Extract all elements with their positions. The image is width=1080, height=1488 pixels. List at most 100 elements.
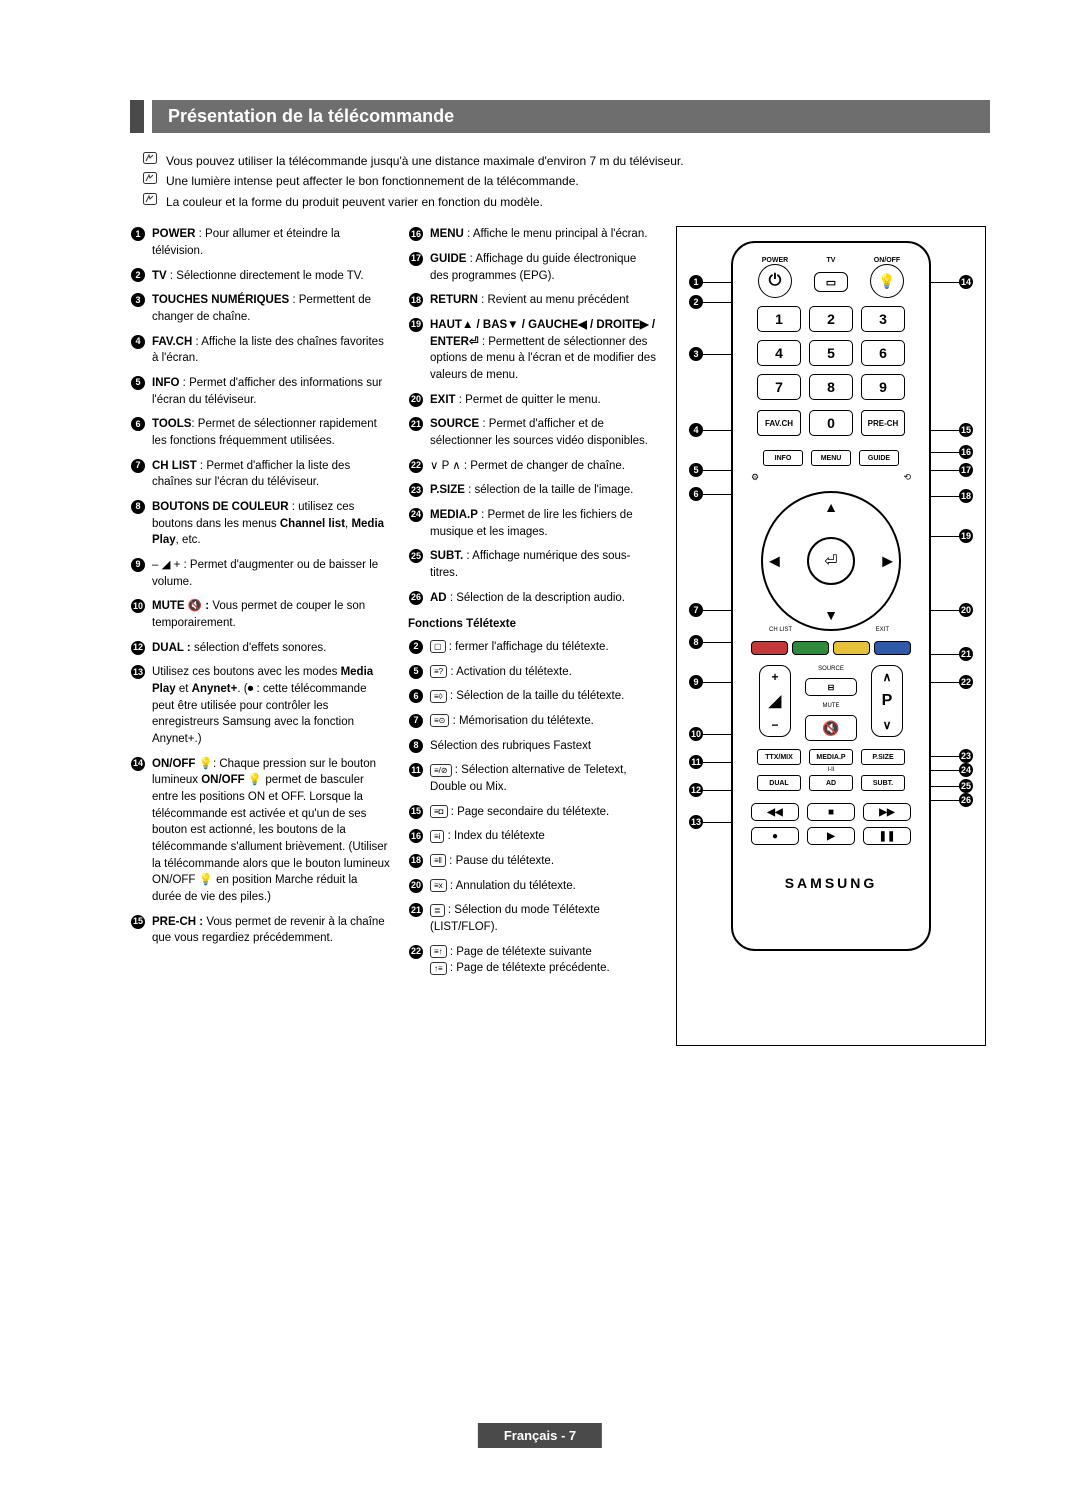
ttx-button[interactable]: TTX/MIX (757, 749, 801, 765)
teletext-symbol: ▢ (430, 640, 446, 653)
mute-button[interactable]: 🔇 (805, 715, 857, 741)
callout-number: 22 (409, 459, 423, 473)
program-rocker[interactable]: ∧ P ∨ (871, 665, 903, 737)
callout-number: 11 (689, 755, 703, 769)
transport-button[interactable]: ■ (807, 803, 855, 821)
heading-text: Présentation de la télécommande (152, 100, 990, 133)
entry-text: MEDIA.P : Permet de lire les fichiers de… (430, 507, 658, 540)
numkey-7[interactable]: 7 (757, 374, 801, 400)
numkey-6[interactable]: 6 (861, 340, 905, 366)
callout-number: 7 (689, 603, 703, 617)
entry-text: SUBT. : Affichage numérique des sous-tit… (430, 548, 658, 581)
callout-number: 23 (959, 749, 973, 763)
transport-row-2: ● ▶ ❚❚ (733, 827, 929, 845)
callout-number: 20 (409, 393, 423, 407)
callout: 9 (689, 675, 733, 689)
description-entry: 13Utilisez ces boutons avec les modes Me… (130, 664, 390, 747)
numkey-2[interactable]: 2 (809, 306, 853, 332)
numkey-1[interactable]: 1 (757, 306, 801, 332)
transport-button[interactable]: ▶▶ (863, 803, 911, 821)
callout-number: 21 (409, 903, 423, 917)
mediap-button[interactable]: MEDIA.P (809, 749, 853, 765)
numkey-8[interactable]: 8 (809, 374, 853, 400)
ad-button[interactable]: AD (809, 775, 853, 791)
notice-line: Une lumière intense peut affecter le bon… (142, 171, 990, 191)
tools-icon: ⚙ (751, 472, 759, 483)
callout-number: 3 (131, 293, 145, 307)
callout-number: 12 (689, 783, 703, 797)
volume-rocker[interactable]: + ◢ − (759, 665, 791, 737)
left-arrow[interactable]: ◀ (769, 553, 780, 570)
power-button[interactable]: ⏻ (758, 264, 792, 298)
zero-button[interactable]: 0 (809, 410, 853, 436)
callout-number: 13 (689, 815, 703, 829)
transport-button[interactable]: ❚❚ (863, 827, 911, 845)
callout-number: 8 (689, 635, 703, 649)
dual-button[interactable]: DUAL (757, 775, 801, 791)
number-pad: 123 456 789 (733, 306, 929, 400)
onoff-light-button[interactable]: 💡 (870, 264, 904, 298)
transport-button[interactable]: ● (751, 827, 799, 845)
callout-number: 3 (689, 347, 703, 361)
down-arrow[interactable]: ▼ (824, 607, 838, 623)
callout: 14 (929, 275, 973, 289)
description-entry: 14ON/OFF 💡: Chaque pression sur le bouto… (130, 756, 390, 906)
numkey-3[interactable]: 3 (861, 306, 905, 332)
numkey-4[interactable]: 4 (757, 340, 801, 366)
entry-text: MUTE 🔇 : Vous permet de couper le son te… (152, 598, 390, 631)
enter-button[interactable]: ⏎ (807, 537, 855, 585)
teletext-entry: 20≡x : Annulation du télétexte. (408, 878, 658, 895)
callout-number: 14 (131, 757, 145, 771)
direction-pad[interactable]: ⏎ ▲ ▼ ◀ ▶ CH LIST EXIT (761, 491, 901, 631)
subt-button[interactable]: SUBT. (861, 775, 905, 791)
callout-number: 25 (409, 549, 423, 563)
up-arrow[interactable]: ▲ (824, 499, 838, 515)
exit-label: EXIT (874, 627, 891, 633)
info-button[interactable]: INFO (763, 450, 803, 466)
callout-number: 6 (131, 417, 145, 431)
tv-button[interactable]: ▭ (814, 272, 848, 292)
color-button-3[interactable] (874, 641, 911, 655)
entry-text: ≣ : Sélection du mode Télétexte (LIST/FL… (430, 902, 658, 935)
teletext-entry: 5≡? : Activation du télétexte. (408, 664, 658, 681)
color-button-0[interactable] (751, 641, 788, 655)
guide-button[interactable]: GUIDE (859, 450, 899, 466)
numkey-9[interactable]: 9 (861, 374, 905, 400)
callout: 25 (929, 779, 973, 793)
callout-number: 7 (131, 459, 145, 473)
callout-number: 4 (131, 335, 145, 349)
prech-button[interactable]: PRE-CH (861, 410, 905, 436)
transport-button[interactable]: ▶ (807, 827, 855, 845)
teletext-symbol: ≡? (430, 665, 447, 678)
entry-text: AD : Sélection de la description audio. (430, 590, 658, 607)
callout-number: 13 (131, 665, 145, 679)
teletext-symbol: ≡⊙ (430, 714, 449, 727)
source-button[interactable]: ⊟ (805, 678, 857, 696)
note-icon (142, 151, 158, 165)
entry-text: GUIDE : Affichage du guide électronique … (430, 251, 658, 284)
psize-button[interactable]: P.SIZE (861, 749, 905, 765)
color-button-2[interactable] (833, 641, 870, 655)
entry-text: INFO : Permet d'afficher des information… (152, 375, 390, 408)
menu-button[interactable]: MENU (811, 450, 851, 466)
color-button-1[interactable] (792, 641, 829, 655)
transport-button[interactable]: ◀◀ (751, 803, 799, 821)
description-entry: 25 SUBT. : Affichage numérique des sous-t… (408, 548, 658, 581)
entry-text: Sélection des rubriques Fastext (430, 738, 658, 755)
callout: 4 (689, 423, 733, 437)
callout-number: 2 (409, 640, 423, 654)
callout-number: 8 (409, 739, 423, 753)
entry-text: ∨ P ∧ : Permet de changer de chaîne. (430, 458, 658, 475)
callout-number: 18 (959, 489, 973, 503)
notice-list: Vous pouvez utiliser la télécommande jus… (142, 151, 990, 212)
right-arrow[interactable]: ▶ (882, 553, 893, 570)
callout-number: 24 (409, 508, 423, 522)
favch-button[interactable]: FAV.CH (757, 410, 801, 436)
callout-number: 6 (409, 689, 423, 703)
description-column-left: 1POWER : Pour allumer et éteindre la tél… (130, 226, 390, 955)
callout-number: 2 (131, 268, 145, 282)
numkey-5[interactable]: 5 (809, 340, 853, 366)
description-entry: 12DUAL : sélection d'effets sonores. (130, 640, 390, 657)
color-buttons[interactable] (751, 641, 911, 655)
description-entry: 17GUIDE : Affichage du guide électroniqu… (408, 251, 658, 284)
